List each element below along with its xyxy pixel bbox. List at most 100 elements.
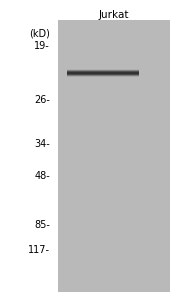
Bar	[165, 20, 166, 292]
Bar	[152, 20, 153, 292]
Bar	[117, 20, 118, 292]
Bar	[139, 20, 140, 292]
Bar	[132, 20, 133, 292]
Bar	[164, 20, 165, 292]
Bar	[80, 20, 81, 292]
Bar	[116, 20, 117, 292]
Bar	[87, 20, 88, 292]
Bar	[86, 20, 87, 292]
Bar	[75, 20, 76, 292]
Bar	[74, 20, 75, 292]
Bar	[92, 20, 93, 292]
Bar	[68, 20, 69, 292]
Bar	[76, 20, 77, 292]
Bar	[65, 20, 66, 292]
Bar	[162, 20, 163, 292]
Bar	[61, 20, 62, 292]
Bar	[140, 20, 141, 292]
Bar	[155, 20, 156, 292]
Bar	[78, 20, 79, 292]
Bar	[81, 20, 82, 292]
Bar	[113, 20, 114, 292]
Bar	[159, 20, 160, 292]
Bar	[151, 20, 152, 292]
Bar	[122, 20, 123, 292]
Bar	[137, 20, 138, 292]
Bar	[127, 20, 128, 292]
Bar	[154, 20, 155, 292]
Bar	[126, 20, 127, 292]
Bar	[93, 20, 94, 292]
Text: 117-: 117-	[28, 245, 50, 255]
Bar	[153, 20, 154, 292]
Bar	[90, 20, 91, 292]
Text: 48-: 48-	[34, 171, 50, 182]
Bar	[141, 20, 142, 292]
Bar	[160, 20, 161, 292]
Bar	[142, 20, 143, 292]
Bar	[83, 20, 84, 292]
Bar	[88, 20, 89, 292]
Bar	[114, 20, 115, 292]
Bar	[146, 20, 147, 292]
Bar	[58, 20, 59, 292]
Bar	[133, 20, 134, 292]
Bar	[101, 20, 102, 292]
Bar	[125, 20, 126, 292]
Bar	[72, 20, 73, 292]
Bar	[106, 20, 107, 292]
Bar	[63, 20, 64, 292]
Bar	[157, 20, 158, 292]
Text: (kD): (kD)	[29, 28, 50, 38]
Bar	[166, 20, 167, 292]
Bar	[94, 20, 95, 292]
Bar	[119, 20, 120, 292]
Bar	[118, 20, 119, 292]
Bar	[62, 20, 63, 292]
Bar	[124, 20, 125, 292]
Bar	[96, 20, 97, 292]
Bar	[69, 20, 70, 292]
Bar	[109, 20, 110, 292]
Bar	[156, 20, 157, 292]
Bar	[129, 20, 130, 292]
Bar	[104, 20, 105, 292]
Bar	[120, 20, 122, 292]
Bar	[111, 20, 112, 292]
Bar	[79, 20, 80, 292]
Bar	[138, 20, 139, 292]
Bar	[82, 20, 83, 292]
Bar	[102, 20, 103, 292]
Bar	[131, 20, 132, 292]
Text: 26-: 26-	[34, 95, 50, 105]
Bar	[145, 20, 146, 292]
Bar	[66, 20, 67, 292]
Bar	[89, 20, 90, 292]
Bar	[64, 20, 65, 292]
Bar	[147, 20, 148, 292]
Bar	[161, 20, 162, 292]
Bar	[168, 20, 169, 292]
Bar	[169, 20, 170, 292]
Bar	[135, 20, 136, 292]
Bar	[110, 20, 111, 292]
Bar	[128, 20, 129, 292]
Bar	[149, 20, 150, 292]
Bar	[84, 20, 85, 292]
Bar	[91, 20, 92, 292]
Bar	[71, 20, 72, 292]
Bar	[98, 20, 99, 292]
Bar	[134, 20, 135, 292]
Bar	[123, 20, 124, 292]
Bar	[85, 20, 86, 292]
Bar	[143, 20, 144, 292]
Bar	[144, 20, 145, 292]
Bar	[136, 20, 137, 292]
Bar	[67, 20, 68, 292]
Bar	[130, 20, 131, 292]
Bar	[59, 20, 60, 292]
Bar	[58, 20, 170, 292]
Bar	[112, 20, 113, 292]
Bar	[70, 20, 71, 292]
Bar	[150, 20, 151, 292]
